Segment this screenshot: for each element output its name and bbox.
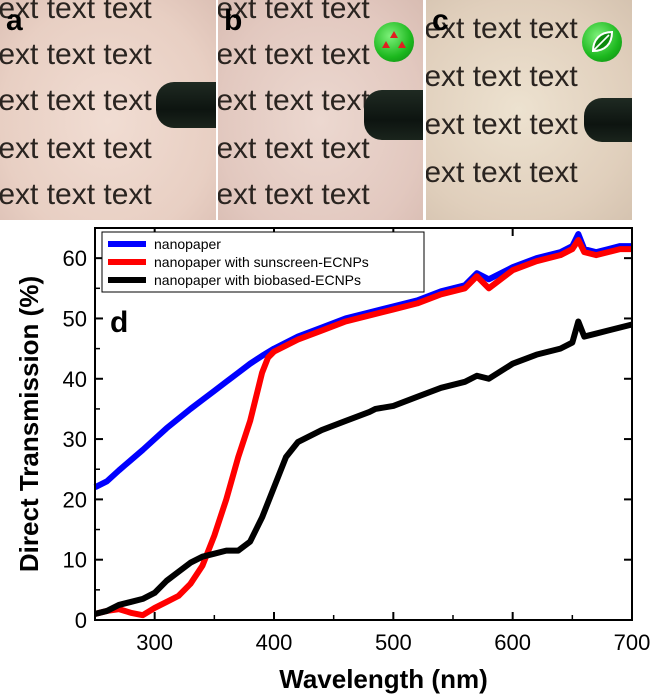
sample-text-row: text text text <box>218 38 370 71</box>
leaf-icon <box>582 22 622 62</box>
y-tick-label: 50 <box>63 306 87 331</box>
legend-label-2: nanopaper with biobased-ECNPs <box>154 272 361 288</box>
y-tick-label: 30 <box>63 427 87 452</box>
panel-label-a: a <box>6 4 23 37</box>
probe <box>584 98 632 142</box>
sample-text-row: text text text <box>426 12 578 45</box>
x-tick-label: 400 <box>256 630 293 655</box>
legend: nanopaper nanopaper with sunscreen-ECNPs n… <box>101 231 425 293</box>
sample-text-row: text text text <box>426 156 578 189</box>
y-tick-label: 40 <box>63 367 87 392</box>
sample-text-row: text text text <box>218 84 370 117</box>
x-tick-label: 700 <box>614 630 651 655</box>
photo-panel-a: text text text text text text text text … <box>0 0 216 220</box>
y-tick-label: 10 <box>63 548 87 573</box>
sample-text-row: text text text <box>0 84 152 117</box>
sample-text-row: text text text <box>0 38 152 71</box>
sample-text-row: text text text <box>218 132 370 165</box>
x-axis-title: Wavelength (nm) <box>279 664 487 694</box>
x-tick-label: 500 <box>375 630 412 655</box>
photo-panel-b: text text text text text text text text … <box>218 0 423 220</box>
series-line-2 <box>94 318 633 617</box>
legend-label-1: nanopaper with sunscreen-ECNPs <box>154 254 369 270</box>
transmission-chart: 300 400 500 600 700 0 10 20 30 40 50 60 d nanopaper… <box>14 227 651 694</box>
y-tick-label: 20 <box>63 487 87 512</box>
y-axis-title: Direct Transmission (%) <box>14 276 44 572</box>
sample-text-row: text text text <box>218 0 370 25</box>
sample-text-row: text text text <box>426 108 578 141</box>
series-line-1 <box>94 237 632 619</box>
y-tick-label: 0 <box>75 608 87 633</box>
x-tick-label: 300 <box>136 630 173 655</box>
triangles-icon <box>374 22 414 62</box>
panel-label-c: c <box>432 4 449 37</box>
x-tick-label: 600 <box>494 630 531 655</box>
probe <box>364 90 423 140</box>
legend-label-0: nanopaper <box>154 236 221 252</box>
sample-text-row: text text text <box>426 60 578 93</box>
probe <box>156 82 216 128</box>
panel-label-b: b <box>224 4 243 37</box>
sample-text-row: text text text <box>0 178 152 211</box>
plot-frame <box>94 227 633 621</box>
panel-label-d: d <box>110 306 128 339</box>
sample-text-row: text text text <box>218 178 370 211</box>
sample-text-row: text text text <box>0 0 152 25</box>
sample-text-row: text text text <box>0 132 152 165</box>
y-tick-label: 60 <box>63 246 87 271</box>
photo-panel-c: text text text text text text text text … <box>426 0 632 220</box>
